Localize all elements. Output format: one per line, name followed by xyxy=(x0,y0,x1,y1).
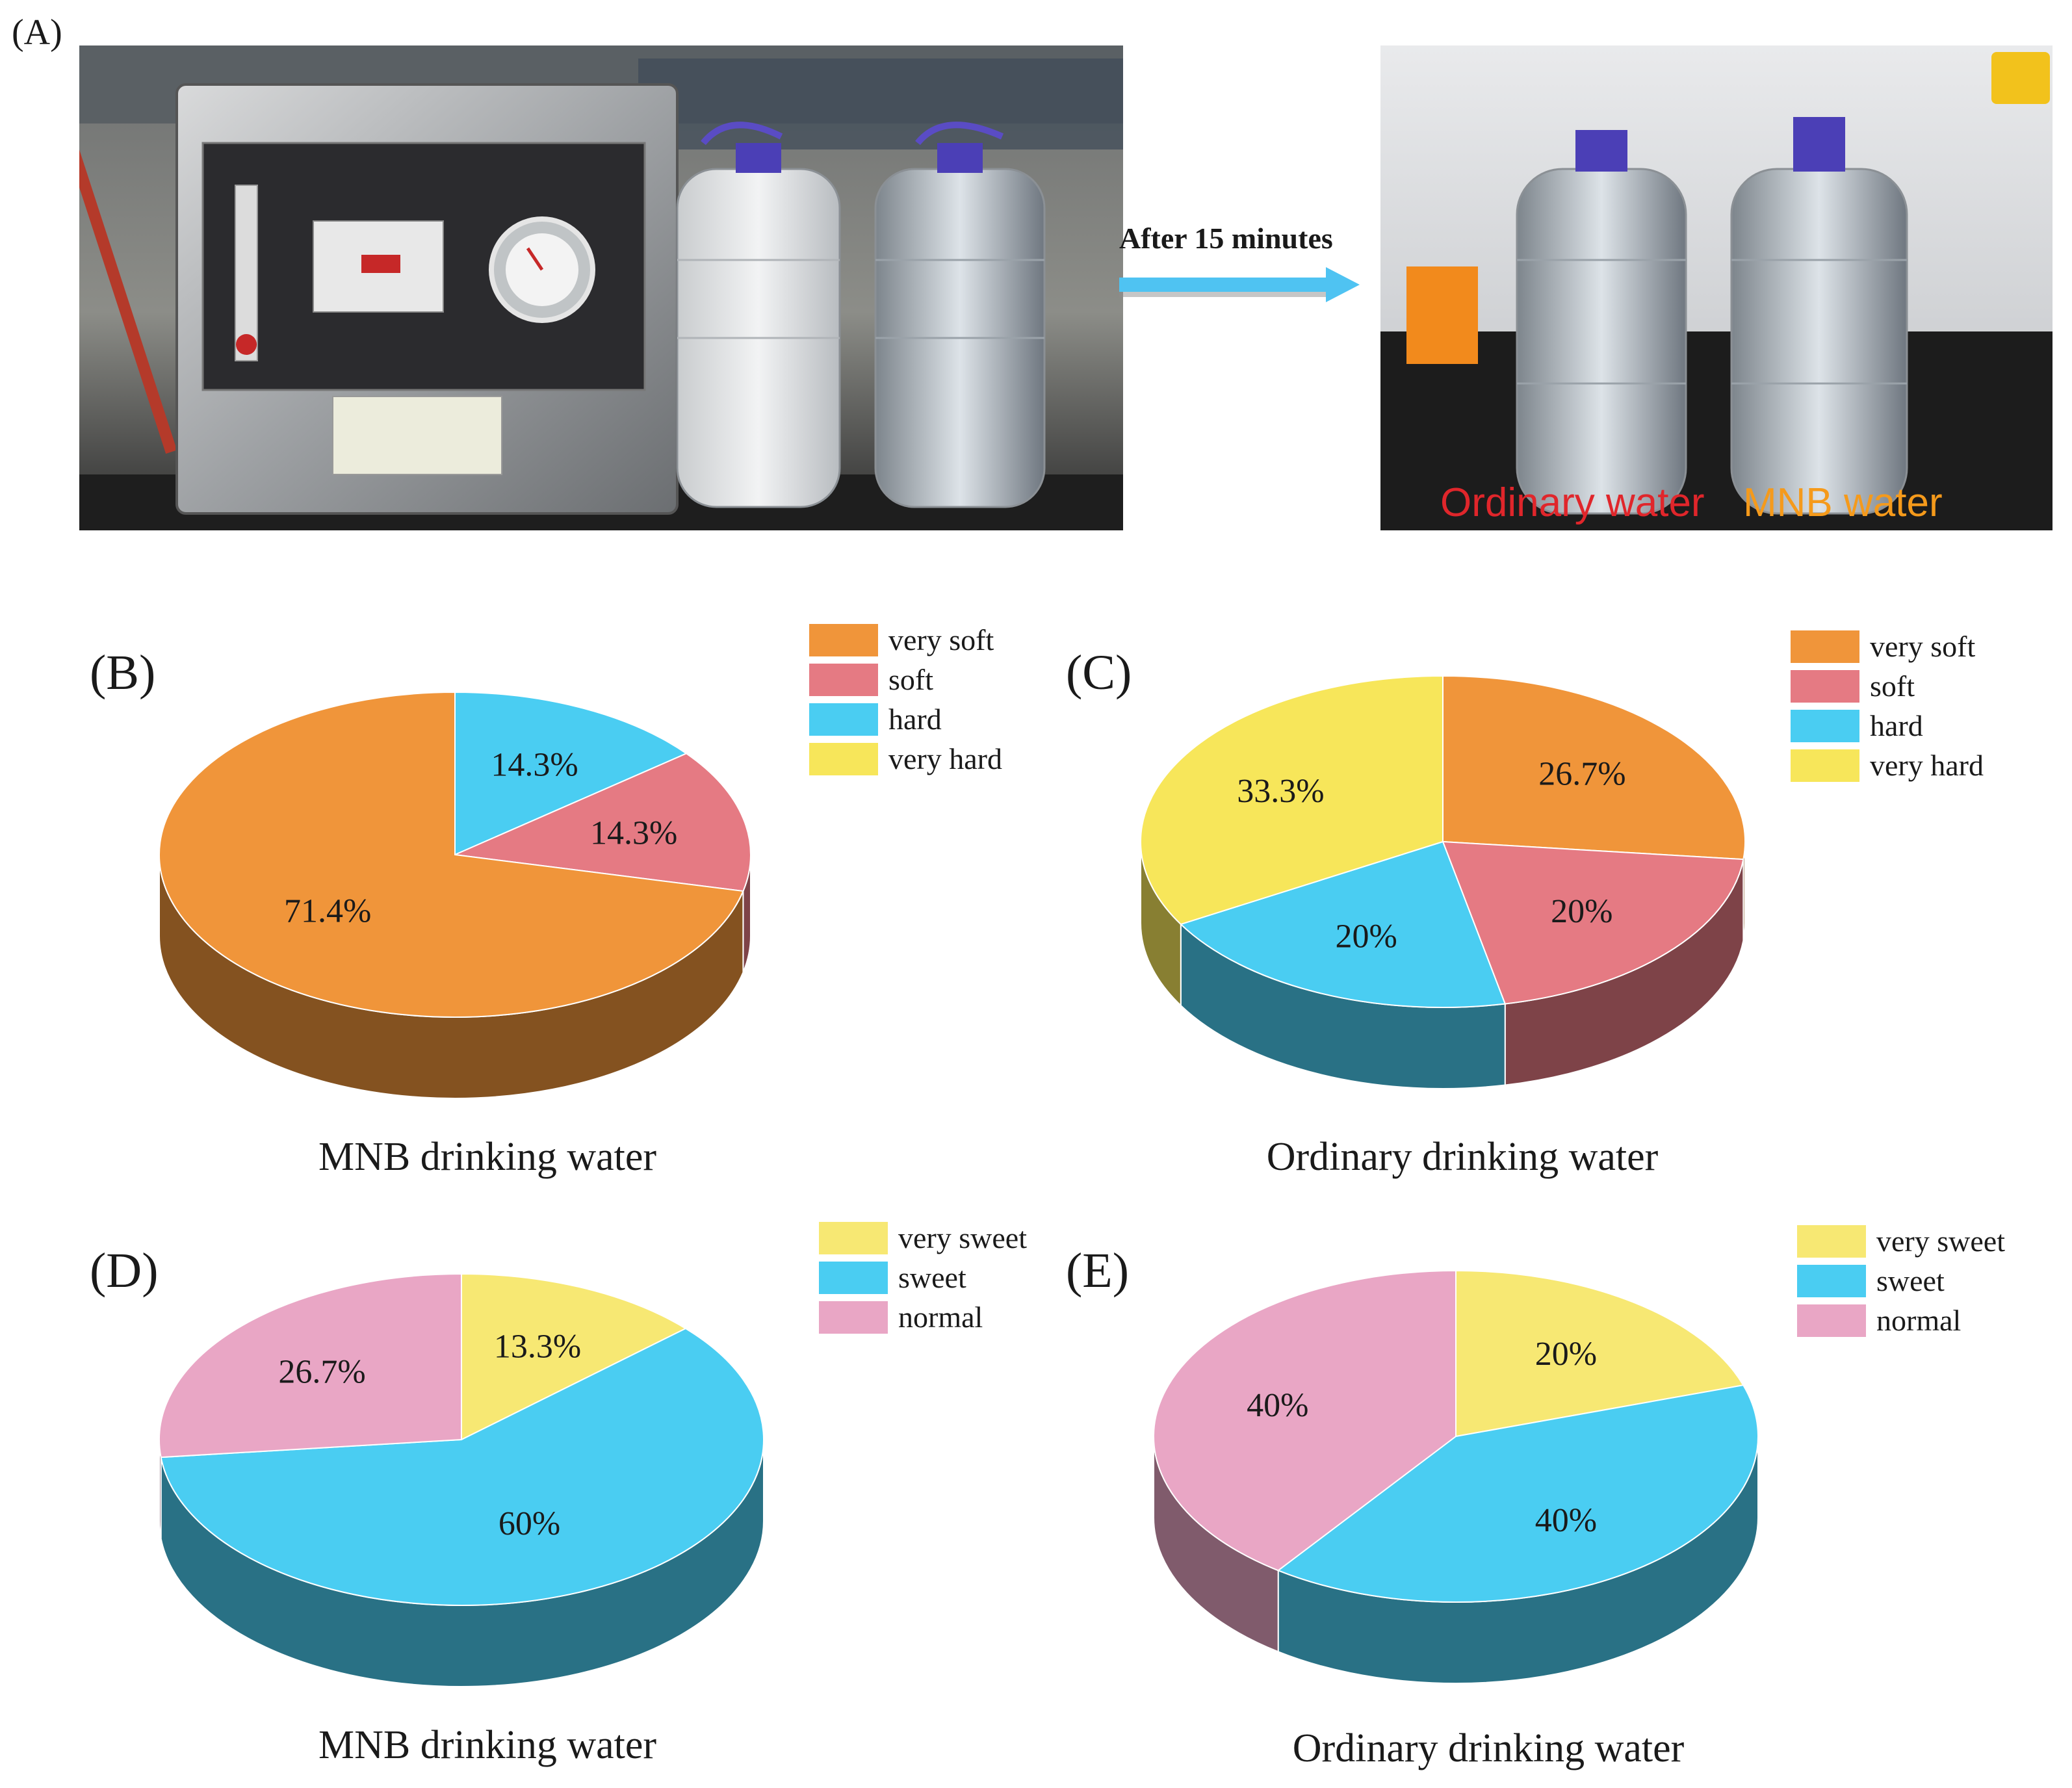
pie-slice-hard xyxy=(454,691,688,856)
value-label-hard: 14.3% xyxy=(491,746,578,783)
panel-label: (C) xyxy=(1066,645,1132,700)
legend-swatch-normal xyxy=(1797,1304,1866,1337)
pie-slice-sweet xyxy=(160,1327,764,1606)
panel-label: (E) xyxy=(1066,1243,1129,1298)
legend-label-very-sweet: very sweet xyxy=(898,1221,1027,1254)
value-label-very-hard: 33.3% xyxy=(1237,773,1324,810)
legend-swatch-very-soft xyxy=(809,624,878,656)
legend: very soft soft hard very hard xyxy=(809,623,1002,775)
legend-label-soft: soft xyxy=(888,663,933,696)
pie-slice-very-sweet xyxy=(1455,1269,1744,1438)
value-label-very-soft: 71.4% xyxy=(284,893,371,930)
pie-slice-soft xyxy=(452,753,751,892)
pie-slice-normal xyxy=(159,1273,462,1458)
legend-label-normal: normal xyxy=(898,1301,983,1334)
legend-swatch-very-soft xyxy=(1791,630,1859,663)
pie-slice-hard xyxy=(1179,840,1507,1008)
chart-title: Ordinary drinking water xyxy=(1293,1726,1685,1770)
legend-swatch-normal xyxy=(819,1301,888,1334)
value-label-normal: 40% xyxy=(1247,1387,1308,1424)
chart-title: Ordinary drinking water xyxy=(1267,1135,1659,1179)
pie-top xyxy=(1140,675,1746,1008)
label-mnb-water: MNB water xyxy=(1743,480,1943,525)
legend: very sweet sweet normal xyxy=(1797,1224,2005,1337)
legend-label-hard: hard xyxy=(888,703,942,736)
legend-label-very-soft: very soft xyxy=(888,623,994,656)
legend-swatch-very-sweet xyxy=(1797,1225,1866,1258)
pie-slice-very-sweet xyxy=(461,1273,687,1441)
chart-e: 20% 40% 40% (E) very sweet sweet normal Ordinar… xyxy=(1066,1224,2005,1770)
arrow-caption: After 15 minutes xyxy=(1119,222,1333,255)
legend: very sweet sweet normal xyxy=(819,1221,1027,1334)
panel-label: (D) xyxy=(90,1243,159,1298)
legend-swatch-sweet xyxy=(819,1262,888,1294)
photo-bottles-after: Ordinary water MNB water xyxy=(1380,45,2053,530)
legend-swatch-very-sweet xyxy=(819,1222,888,1254)
legend-label-sweet: sweet xyxy=(1876,1264,1945,1297)
right-arrow-icon xyxy=(1119,267,1360,302)
legend: very soft soft hard very hard xyxy=(1791,630,1984,782)
chart-c: 26.7%20%20%33.3%(C) very softsofthardvery… xyxy=(1066,630,1984,1179)
value-label-sweet: 40% xyxy=(1535,1502,1597,1539)
pie-slice-soft xyxy=(1442,840,1744,1005)
chart-d: 13.3% 60% 26.7% (D) very sweet sweet normal MNB… xyxy=(90,1221,1027,1767)
pie-slice-normal xyxy=(1153,1269,1457,1572)
legend-label-very-sweet: very sweet xyxy=(1876,1224,2005,1258)
value-label-very-sweet: 20% xyxy=(1535,1336,1597,1373)
pie-slice-sweet xyxy=(1276,1384,1759,1603)
panel-label-a: (A) xyxy=(12,12,62,53)
legend-label-very-soft: very soft xyxy=(1870,630,1975,663)
pie-slice-very-soft xyxy=(1442,675,1746,861)
value-label-hard: 20% xyxy=(1336,918,1397,955)
legend-label-normal: normal xyxy=(1876,1304,1961,1337)
legend-label-very-hard: very hard xyxy=(1870,749,1984,782)
value-label-very-soft: 26.7% xyxy=(1538,755,1625,792)
value-label-very-sweet: 13.3% xyxy=(494,1328,581,1366)
legend-label-hard: hard xyxy=(1870,709,1923,742)
value-label-soft: 14.3% xyxy=(590,815,677,852)
legend-label-very-hard: very hard xyxy=(888,742,1002,775)
pie-top xyxy=(1153,1269,1759,1603)
pie-slice-very-soft xyxy=(159,691,744,1018)
legend-swatch-hard xyxy=(1791,710,1859,742)
pie-slice-very-hard xyxy=(1140,675,1444,926)
chart-title: MNB drinking water xyxy=(318,1135,656,1179)
chart-title: MNB drinking water xyxy=(318,1723,656,1767)
value-label-normal: 26.7% xyxy=(278,1353,365,1390)
legend-swatch-soft xyxy=(809,664,878,696)
chart-b: 14.3%14.3%71.4%(B)very softsofthardvery … xyxy=(90,623,1002,1179)
legend-swatch-sweet xyxy=(1797,1265,1866,1297)
legend-swatch-soft xyxy=(1791,670,1859,703)
label-ordinary-water: Ordinary water xyxy=(1440,480,1705,525)
legend-swatch-hard xyxy=(809,703,878,736)
legend-label-soft: soft xyxy=(1870,669,1915,703)
legend-swatch-very-hard xyxy=(1791,749,1859,782)
value-label-sweet: 60% xyxy=(499,1505,560,1542)
value-label-soft: 20% xyxy=(1551,893,1612,930)
legend-swatch-very-hard xyxy=(809,743,878,775)
panel-label: (B) xyxy=(90,645,155,700)
photo-generator xyxy=(79,45,1123,530)
pie-top xyxy=(159,1273,764,1606)
pie-top xyxy=(159,691,751,1018)
legend-label-sweet: sweet xyxy=(898,1261,966,1294)
